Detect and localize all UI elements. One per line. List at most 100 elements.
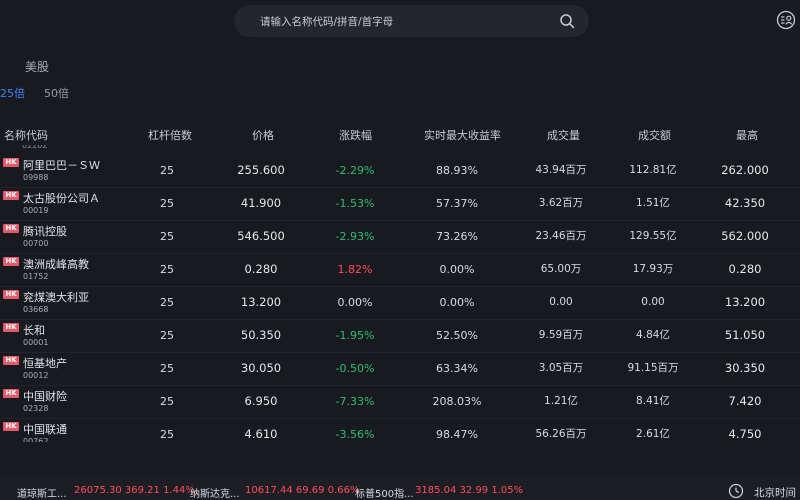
market-badge: HK — [3, 389, 19, 398]
price-value: 255.600 — [237, 163, 285, 177]
index-ticker: 道琼斯工... 26075.30 369.21 1.44% 纳斯达克... 10… — [0, 476, 800, 500]
col-leverage[interactable]: 杠杆倍数 — [148, 129, 192, 142]
stock-code: 01752 — [23, 272, 49, 281]
amount-value: 8.41亿 — [636, 395, 670, 407]
partial-row-code: 02202 — [22, 145, 48, 150]
market-label[interactable]: 美股 — [25, 60, 50, 74]
stock-code: 00012 — [23, 371, 49, 380]
volume-value: 3.62百万 — [538, 197, 584, 209]
max-yield-value: 0.00% — [439, 263, 475, 276]
col-name-code[interactable]: 名称代码 — [4, 129, 48, 142]
max-yield-value: 52.50% — [436, 329, 478, 342]
table-row[interactable]: HK 中国联通 00762 25 4.610 -3.56% 98.47% 56.26百万 2.6… — [0, 418, 800, 442]
table-row[interactable]: HK 中国财险 02328 25 6.950 -7.33% 208.03% 1.21亿 8.41… — [0, 385, 800, 419]
amount-value: 1.51亿 — [636, 197, 670, 209]
search-input[interactable] — [258, 13, 542, 31]
search-box[interactable] — [234, 5, 589, 37]
leverage-value: 25 — [160, 362, 174, 375]
price-value: 30.050 — [240, 361, 282, 375]
max-yield-value: 88.93% — [436, 164, 478, 177]
stock-code: 00762 — [23, 437, 49, 442]
amount-value: 129.55亿 — [629, 230, 677, 242]
price-value: 546.500 — [237, 229, 285, 243]
amount-value: 91.15百万 — [627, 362, 679, 374]
table-row[interactable]: HK 长和 00001 25 50.350 -1.95% 52.50% 9.59百万 4.84亿… — [0, 319, 800, 353]
leverage-value: 25 — [160, 296, 174, 309]
stock-code: 00001 — [23, 338, 49, 347]
market-badge: HK — [3, 158, 19, 167]
clock-icon — [728, 483, 744, 499]
stock-code: 09988 — [23, 173, 49, 182]
market-badge: HK — [3, 356, 19, 365]
amount-value: 17.93万 — [632, 263, 674, 275]
table-row[interactable]: HK 阿里巴巴－ＳＷ 09988 25 255.600 -2.29% 88.93% 43.94… — [0, 154, 800, 188]
amount-value: 112.81亿 — [629, 164, 677, 176]
table-header: 名称代码 杠杆倍数 价格 涨跌幅 实时最大收益率 成交量 成交额 最高 — [0, 121, 800, 145]
price-value: 6.950 — [244, 394, 278, 408]
market-badge: HK — [3, 290, 19, 299]
price-value: 41.900 — [240, 196, 282, 210]
amount-value: 4.84亿 — [636, 329, 670, 341]
leverage-value: 25 — [160, 164, 174, 177]
leverage-value: 25 — [160, 428, 174, 441]
col-change[interactable]: 涨跌幅 — [339, 129, 372, 142]
max-yield-value: 63.34% — [436, 362, 478, 375]
stock-code: 03668 — [23, 305, 49, 314]
amount-value: 2.61亿 — [636, 428, 670, 440]
high-value: 51.050 — [724, 328, 766, 342]
high-value: 13.200 — [724, 295, 766, 309]
stock-name: 腾讯控股 — [23, 225, 67, 238]
max-yield-value: 208.03% — [432, 395, 482, 408]
volume-value: 1.21亿 — [544, 395, 578, 407]
stock-name: 阿里巴巴－ＳＷ — [23, 159, 100, 172]
table-body: 02202 HK 阿里巴巴－ＳＷ 09988 25 255.600 -2.29% 88.93… — [0, 145, 800, 442]
stock-name: 长和 — [23, 324, 45, 337]
col-high[interactable]: 最高 — [736, 129, 758, 142]
user-icon[interactable] — [776, 10, 796, 30]
market-badge: HK — [3, 257, 19, 266]
ticker-value: 3185.04 32.99 1.05% — [415, 485, 524, 496]
price-value: 0.280 — [244, 262, 278, 276]
tab-leverage-50[interactable]: 50倍 — [44, 87, 69, 100]
high-value: 30.350 — [724, 361, 766, 375]
market-badge: HK — [3, 191, 19, 200]
table-row[interactable]: HK 太古股份公司Ａ 00019 25 41.900 -1.53% 57.37% 3.62百万… — [0, 187, 800, 221]
col-price[interactable]: 价格 — [252, 129, 274, 142]
stock-name: 澳洲成峰高教 — [23, 258, 89, 271]
leverage-value: 25 — [160, 197, 174, 210]
stock-code: 00700 — [23, 239, 49, 248]
market-badge: HK — [3, 422, 19, 431]
change-value: -0.50% — [335, 362, 375, 375]
clock-label: 北京时间 — [754, 487, 796, 499]
price-value: 4.610 — [244, 427, 278, 441]
change-value: -1.95% — [335, 329, 375, 342]
col-max-yield[interactable]: 实时最大收益率 — [424, 129, 501, 142]
table-row[interactable]: HK 腾讯控股 00700 25 546.500 -2.93% 73.26% 23.46百万 1… — [0, 220, 800, 254]
market-badge: HK — [3, 224, 19, 233]
table-row[interactable]: HK 澳洲成峰高教 01752 25 0.280 1.82% 0.00% 65.00万 17.9… — [0, 253, 800, 287]
tab-leverage-25[interactable]: 25倍 — [0, 87, 25, 100]
ticker-name[interactable]: 纳斯达克... — [190, 489, 240, 500]
col-amount[interactable]: 成交额 — [638, 129, 671, 142]
change-value: 1.82% — [337, 263, 373, 276]
market-badge: HK — [3, 323, 19, 332]
leverage-value: 25 — [160, 263, 174, 276]
stock-name: 兖煤澳大利亚 — [23, 291, 89, 304]
volume-value: 23.46百万 — [535, 230, 587, 242]
leverage-value: 25 — [160, 230, 174, 243]
ticker-name[interactable]: 道琼斯工... — [17, 489, 67, 500]
max-yield-value: 98.47% — [436, 428, 478, 441]
top-bar — [0, 0, 800, 42]
table-row[interactable]: HK 兖煤澳大利亚 03668 25 13.200 0.00% 0.00% 0.00 0.00 1… — [0, 286, 800, 320]
change-value: 0.00% — [337, 296, 373, 309]
price-value: 13.200 — [240, 295, 282, 309]
search-icon[interactable] — [559, 13, 575, 29]
col-volume[interactable]: 成交量 — [547, 129, 580, 142]
stock-name: 中国财险 — [23, 390, 67, 403]
volume-value: 43.94百万 — [535, 164, 587, 176]
ticker-name[interactable]: 标普500指... — [355, 489, 414, 500]
volume-value: 0.00 — [549, 296, 573, 308]
stock-name: 中国联通 — [23, 423, 67, 436]
max-yield-value: 57.37% — [436, 197, 478, 210]
table-row[interactable]: HK 恒基地产 00012 25 30.050 -0.50% 63.34% 3.05百万 91.… — [0, 352, 800, 386]
